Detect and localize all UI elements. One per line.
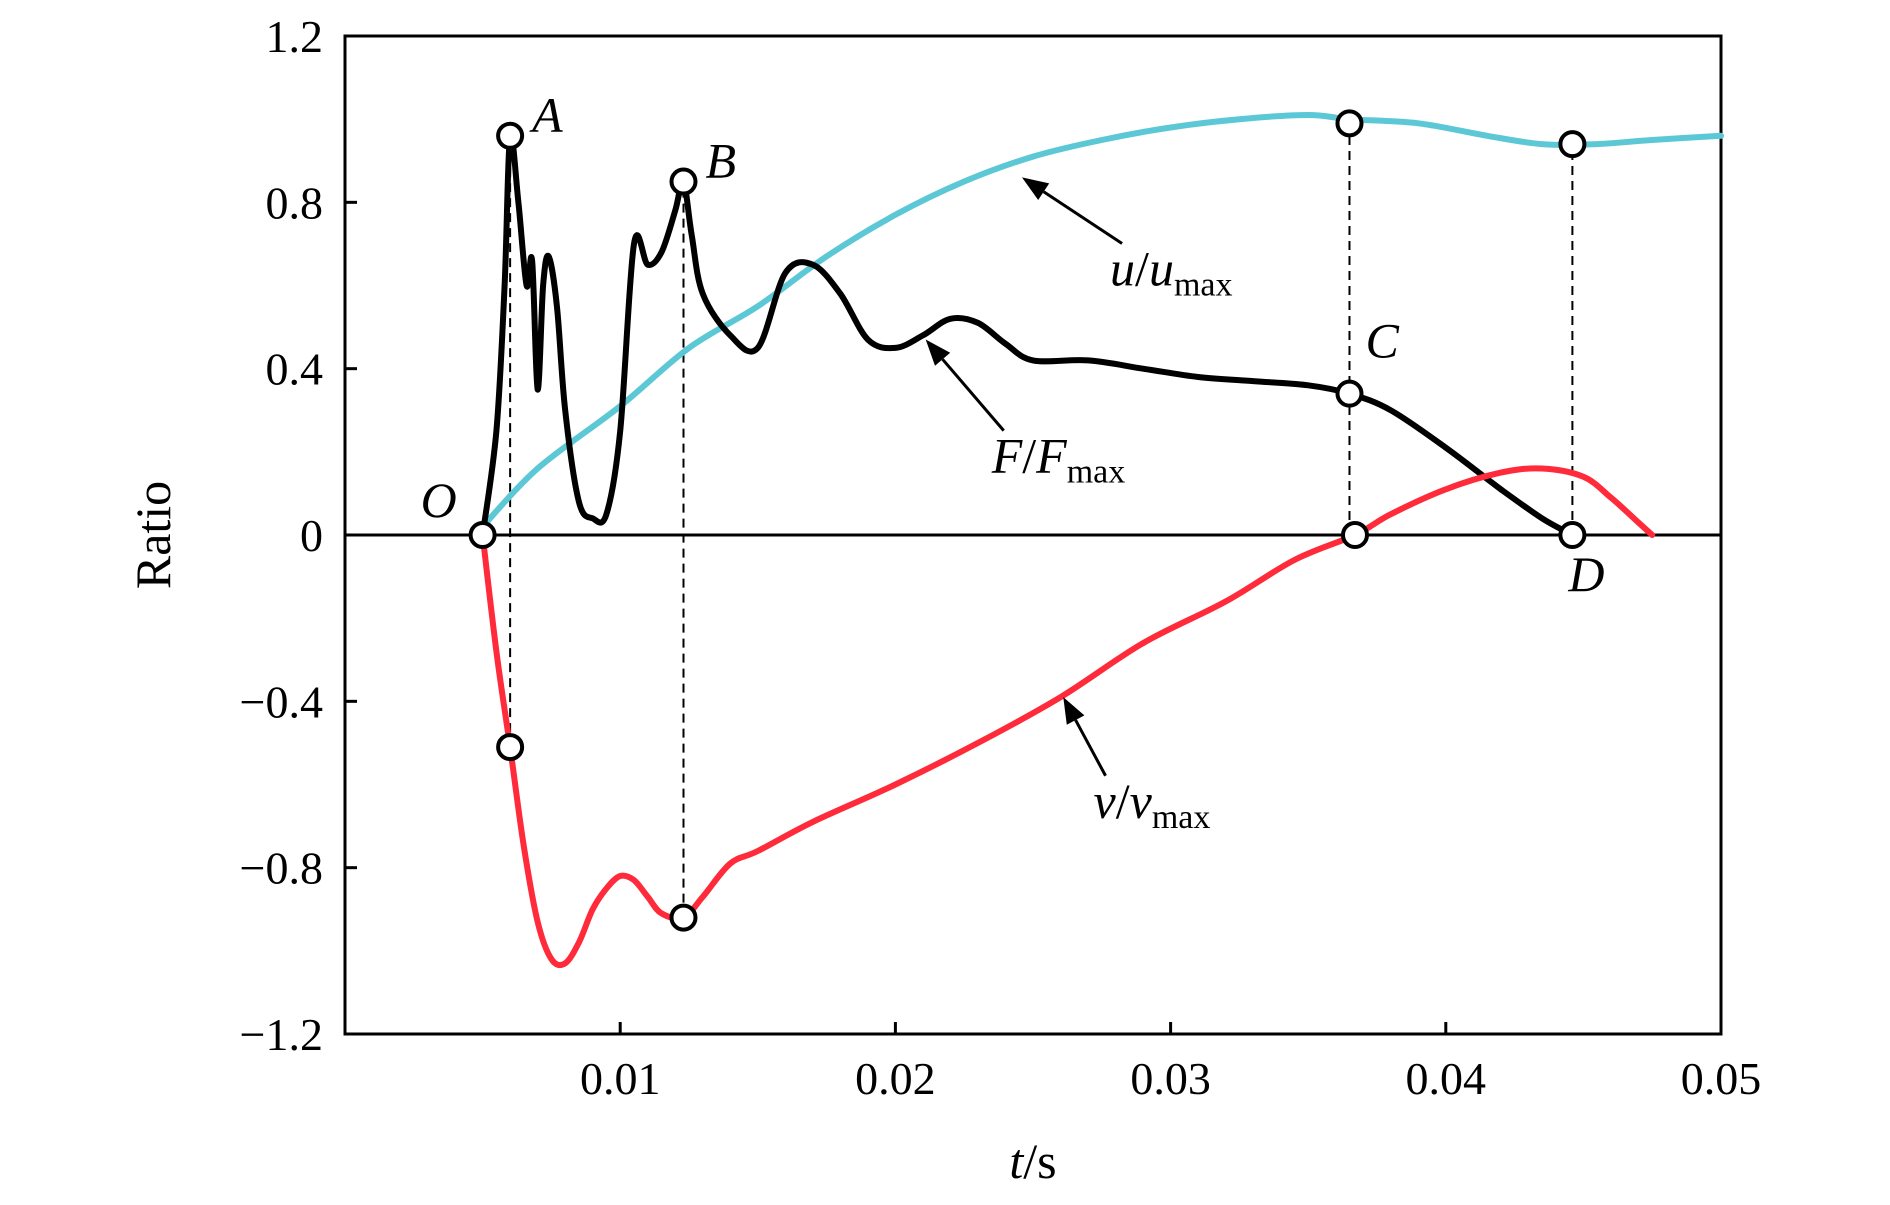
series-label-velocity: v/vmax <box>1094 773 1211 836</box>
series-label-sep: / <box>1022 428 1036 484</box>
y-tick-label-6: −1.2 <box>240 1009 323 1060</box>
series-label-var: u <box>1110 241 1135 297</box>
y-tick-label-2: 0.4 <box>266 344 324 395</box>
point-label-c: C <box>1365 313 1399 369</box>
guide-lines <box>509 123 1574 918</box>
point-marker-9 <box>1558 521 1587 549</box>
series-label-var2: F <box>1035 428 1067 484</box>
point-marker-4 <box>669 903 698 932</box>
y-tick-label-0: 1.2 <box>266 11 324 62</box>
ticks: 0.01 0.02 0.03 0.04 0.05 1.2 0.8 0.4 0 −0.4 −0.8 −1… <box>240 11 1762 1104</box>
point-marker-2 <box>496 733 525 762</box>
series-label-var: F <box>991 428 1023 484</box>
annotation-arrow-line-velocity <box>1074 719 1107 777</box>
series-label-var2: v <box>1130 773 1153 829</box>
x-tick-label-3: 0.04 <box>1406 1053 1487 1104</box>
x-tick-label-0: 0.01 <box>580 1053 661 1104</box>
annotation-arrow-head-velocity <box>1063 697 1085 725</box>
annotation-arrow-line-force <box>941 358 1005 432</box>
point-marker-8 <box>1558 130 1587 159</box>
y-tick-label-4: −0.4 <box>240 676 323 727</box>
point-label-d: D <box>1567 546 1604 602</box>
series-label-displacement: u/umax <box>1110 241 1232 304</box>
series-line-force <box>479 130 1576 538</box>
point-labels: O A B C D <box>421 87 1605 602</box>
annotation-arrow-head-force <box>925 339 951 366</box>
series-line-displacement <box>479 112 1724 530</box>
point-marker-5 <box>1335 109 1364 138</box>
series-label-var2: u <box>1149 241 1174 297</box>
annotation-arrow-line-displacement <box>1042 190 1123 245</box>
y-tick-label-5: −0.8 <box>240 843 323 894</box>
point-label-o: O <box>421 472 457 528</box>
series-label-force: F/Fmax <box>991 428 1126 491</box>
series-label-sep: / <box>1135 241 1149 297</box>
point-marker-1 <box>496 121 525 150</box>
x-tick-label-4: 0.05 <box>1681 1053 1762 1104</box>
series-label-sub: max <box>1152 799 1211 836</box>
series-label-sep: / <box>1116 773 1130 829</box>
point-marker-7 <box>1340 521 1369 549</box>
annotation-arrow-head-displacement <box>1021 177 1050 201</box>
x-tick-label-2: 0.03 <box>1130 1053 1211 1104</box>
series-line-velocity <box>479 465 1656 969</box>
series-lines <box>479 112 1724 969</box>
y-axis-title: Ratio <box>125 481 181 589</box>
y-tick-label-3: 0 <box>300 510 323 561</box>
point-markers <box>468 109 1587 932</box>
y-tick-label-1: 0.8 <box>266 177 324 228</box>
point-label-a: A <box>529 87 563 143</box>
x-axis-variable: t <box>1009 1133 1024 1189</box>
x-tick-label-1: 0.02 <box>855 1053 936 1104</box>
series-label-var: v <box>1094 773 1117 829</box>
series-label-sub: max <box>1174 267 1233 304</box>
series-label-sub: max <box>1067 454 1126 491</box>
point-marker-0 <box>468 521 497 549</box>
x-axis-unit: /s <box>1023 1133 1056 1189</box>
point-label-b: B <box>705 133 736 189</box>
x-axis-title: t/s <box>1009 1133 1056 1189</box>
point-marker-3 <box>669 167 698 196</box>
point-marker-6 <box>1335 379 1364 408</box>
